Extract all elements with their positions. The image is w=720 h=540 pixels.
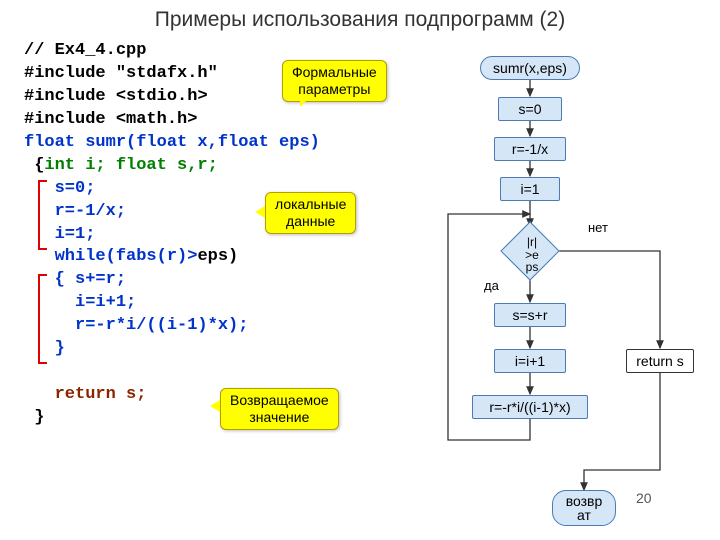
page-number: 20 [636,490,652,506]
code-line: { s+=r; [24,269,320,292]
code-line: #include <math.h> [24,109,320,132]
slide-title: Примеры использования подпрограмм (2) [0,8,720,32]
bracket-locals [38,180,40,250]
code-line: #include <stdio.h> [24,86,320,109]
label-yes: да [484,278,499,293]
flow-box-ssr: s=s+r [494,303,566,327]
flow-decision-label: |r| >e ps [518,236,546,274]
flow-start: sumr(x,eps) [480,56,580,80]
callout-formal-params: Формальные параметры [282,60,387,102]
callout-tail-icon [300,99,308,107]
flow-end: возвр ат [552,490,616,526]
code-line: r=-r*i/((i-1)*x); [24,315,320,338]
code-line: } [24,338,320,361]
callout-local-data: локальные данные [265,192,356,234]
bracket-loopbody [38,274,40,364]
callout-tail-icon [210,400,220,412]
code-block: // Ex4_4.cpp #include "stdafx.h" #includ… [24,40,320,430]
code-line: while(fabs(r)>eps) [24,246,320,269]
flow-return-s: return s [626,349,694,373]
flow-box-rupdate: r=-r*i/((i-1)*x) [472,395,588,419]
callout-return-value: Возвращаемое значение [220,388,339,430]
flow-box-ii1: i=i+1 [494,349,566,373]
flow-box-s0: s=0 [498,97,562,121]
code-line: float sumr(float x,float eps) [24,132,320,155]
code-line [24,361,320,384]
flow-box-i1: i=1 [500,177,560,201]
code-line: i=i+1; [24,292,320,315]
code-line: {int i; float s,r; [24,155,320,178]
code-line: #include "stdafx.h" [24,63,320,86]
callout-tail-icon [255,206,265,218]
label-no: нет [588,220,608,235]
code-line: // Ex4_4.cpp [24,40,320,63]
flow-box-r: r=-1/x [494,137,566,161]
